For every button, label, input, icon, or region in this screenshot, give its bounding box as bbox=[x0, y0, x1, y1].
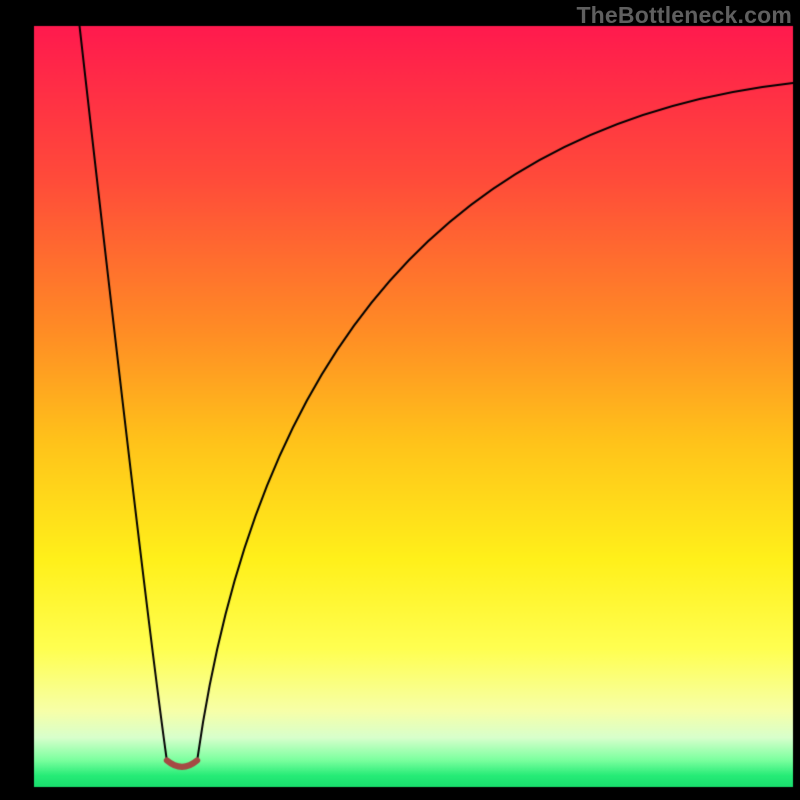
bottleneck-chart-canvas bbox=[0, 0, 800, 800]
plot-area bbox=[0, 0, 800, 800]
watermark-text: TheBottleneck.com bbox=[576, 2, 792, 29]
chart-frame: TheBottleneck.com bbox=[0, 0, 800, 800]
